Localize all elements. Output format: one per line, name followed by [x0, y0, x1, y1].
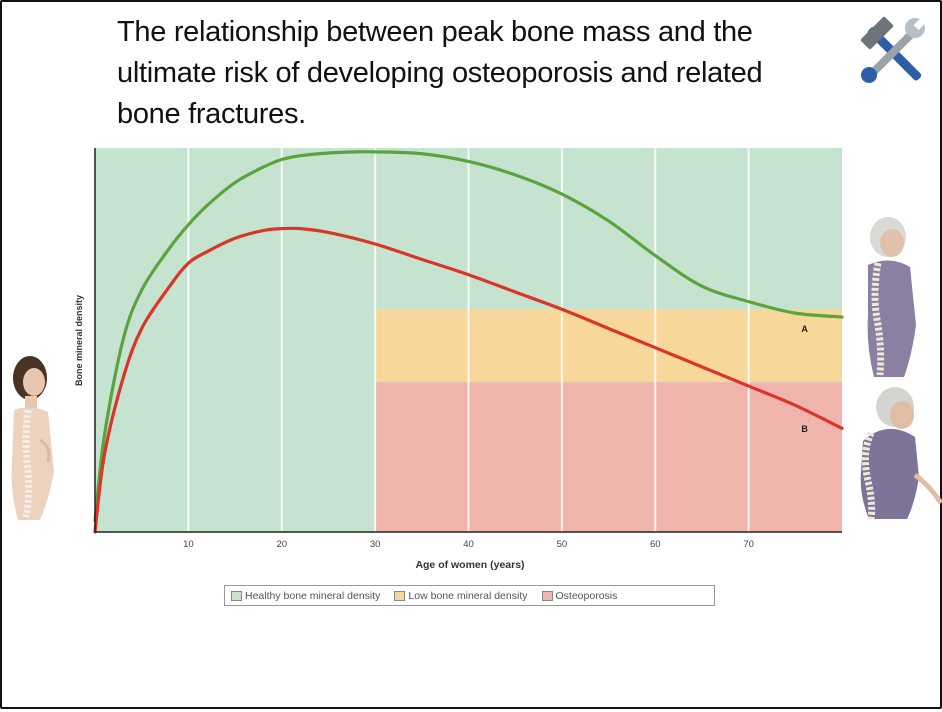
legend-swatch-healthy [231, 590, 242, 601]
y-axis-label: Bone mineral density [74, 294, 84, 386]
young-woman-spine-figure [11, 356, 55, 520]
chart-legend: Healthy bone mineral density Low bone mi… [224, 585, 715, 606]
slide-title: The relationship between peak bone mass … [117, 16, 763, 130]
legend-label-osteoporosis: Osteoporosis [555, 589, 618, 602]
series-label-a: A [801, 324, 808, 334]
series-label-b: B [801, 424, 808, 434]
legend-label-healthy: Healthy bone mineral density [245, 589, 381, 602]
legend-item-healthy: Healthy bone mineral density [231, 590, 380, 602]
legend-label-low: Low bone mineral density [408, 589, 528, 602]
x-axis-label: Age of women (years) [415, 559, 525, 571]
zone-low-bone-mineral-density [375, 309, 842, 383]
x-tick-label-20: 20 [276, 539, 287, 550]
legend-item-osteoporosis: Osteoporosis [541, 589, 618, 602]
series-line-a [93, 150, 844, 523]
series-line-b [93, 226, 844, 534]
zone-osteoporosis [375, 382, 842, 532]
legend-item-low: Low bone mineral density [394, 589, 528, 602]
x-tick-label-70: 70 [743, 539, 754, 550]
hammer-wrench-icon [860, 16, 926, 83]
older-woman-spine-figure [867, 217, 916, 377]
x-tick-label-10: 10 [183, 539, 194, 550]
x-tick-label-50: 50 [557, 539, 568, 550]
x-tick-label-30: 30 [370, 539, 381, 550]
x-tick-label-40: 40 [463, 539, 474, 550]
legend-swatch-osteoporosis [541, 590, 553, 601]
elderly-woman-stooped-spine-figure [860, 387, 942, 520]
x-tick-label-60: 60 [650, 539, 661, 550]
legend-swatch-low [394, 590, 406, 601]
